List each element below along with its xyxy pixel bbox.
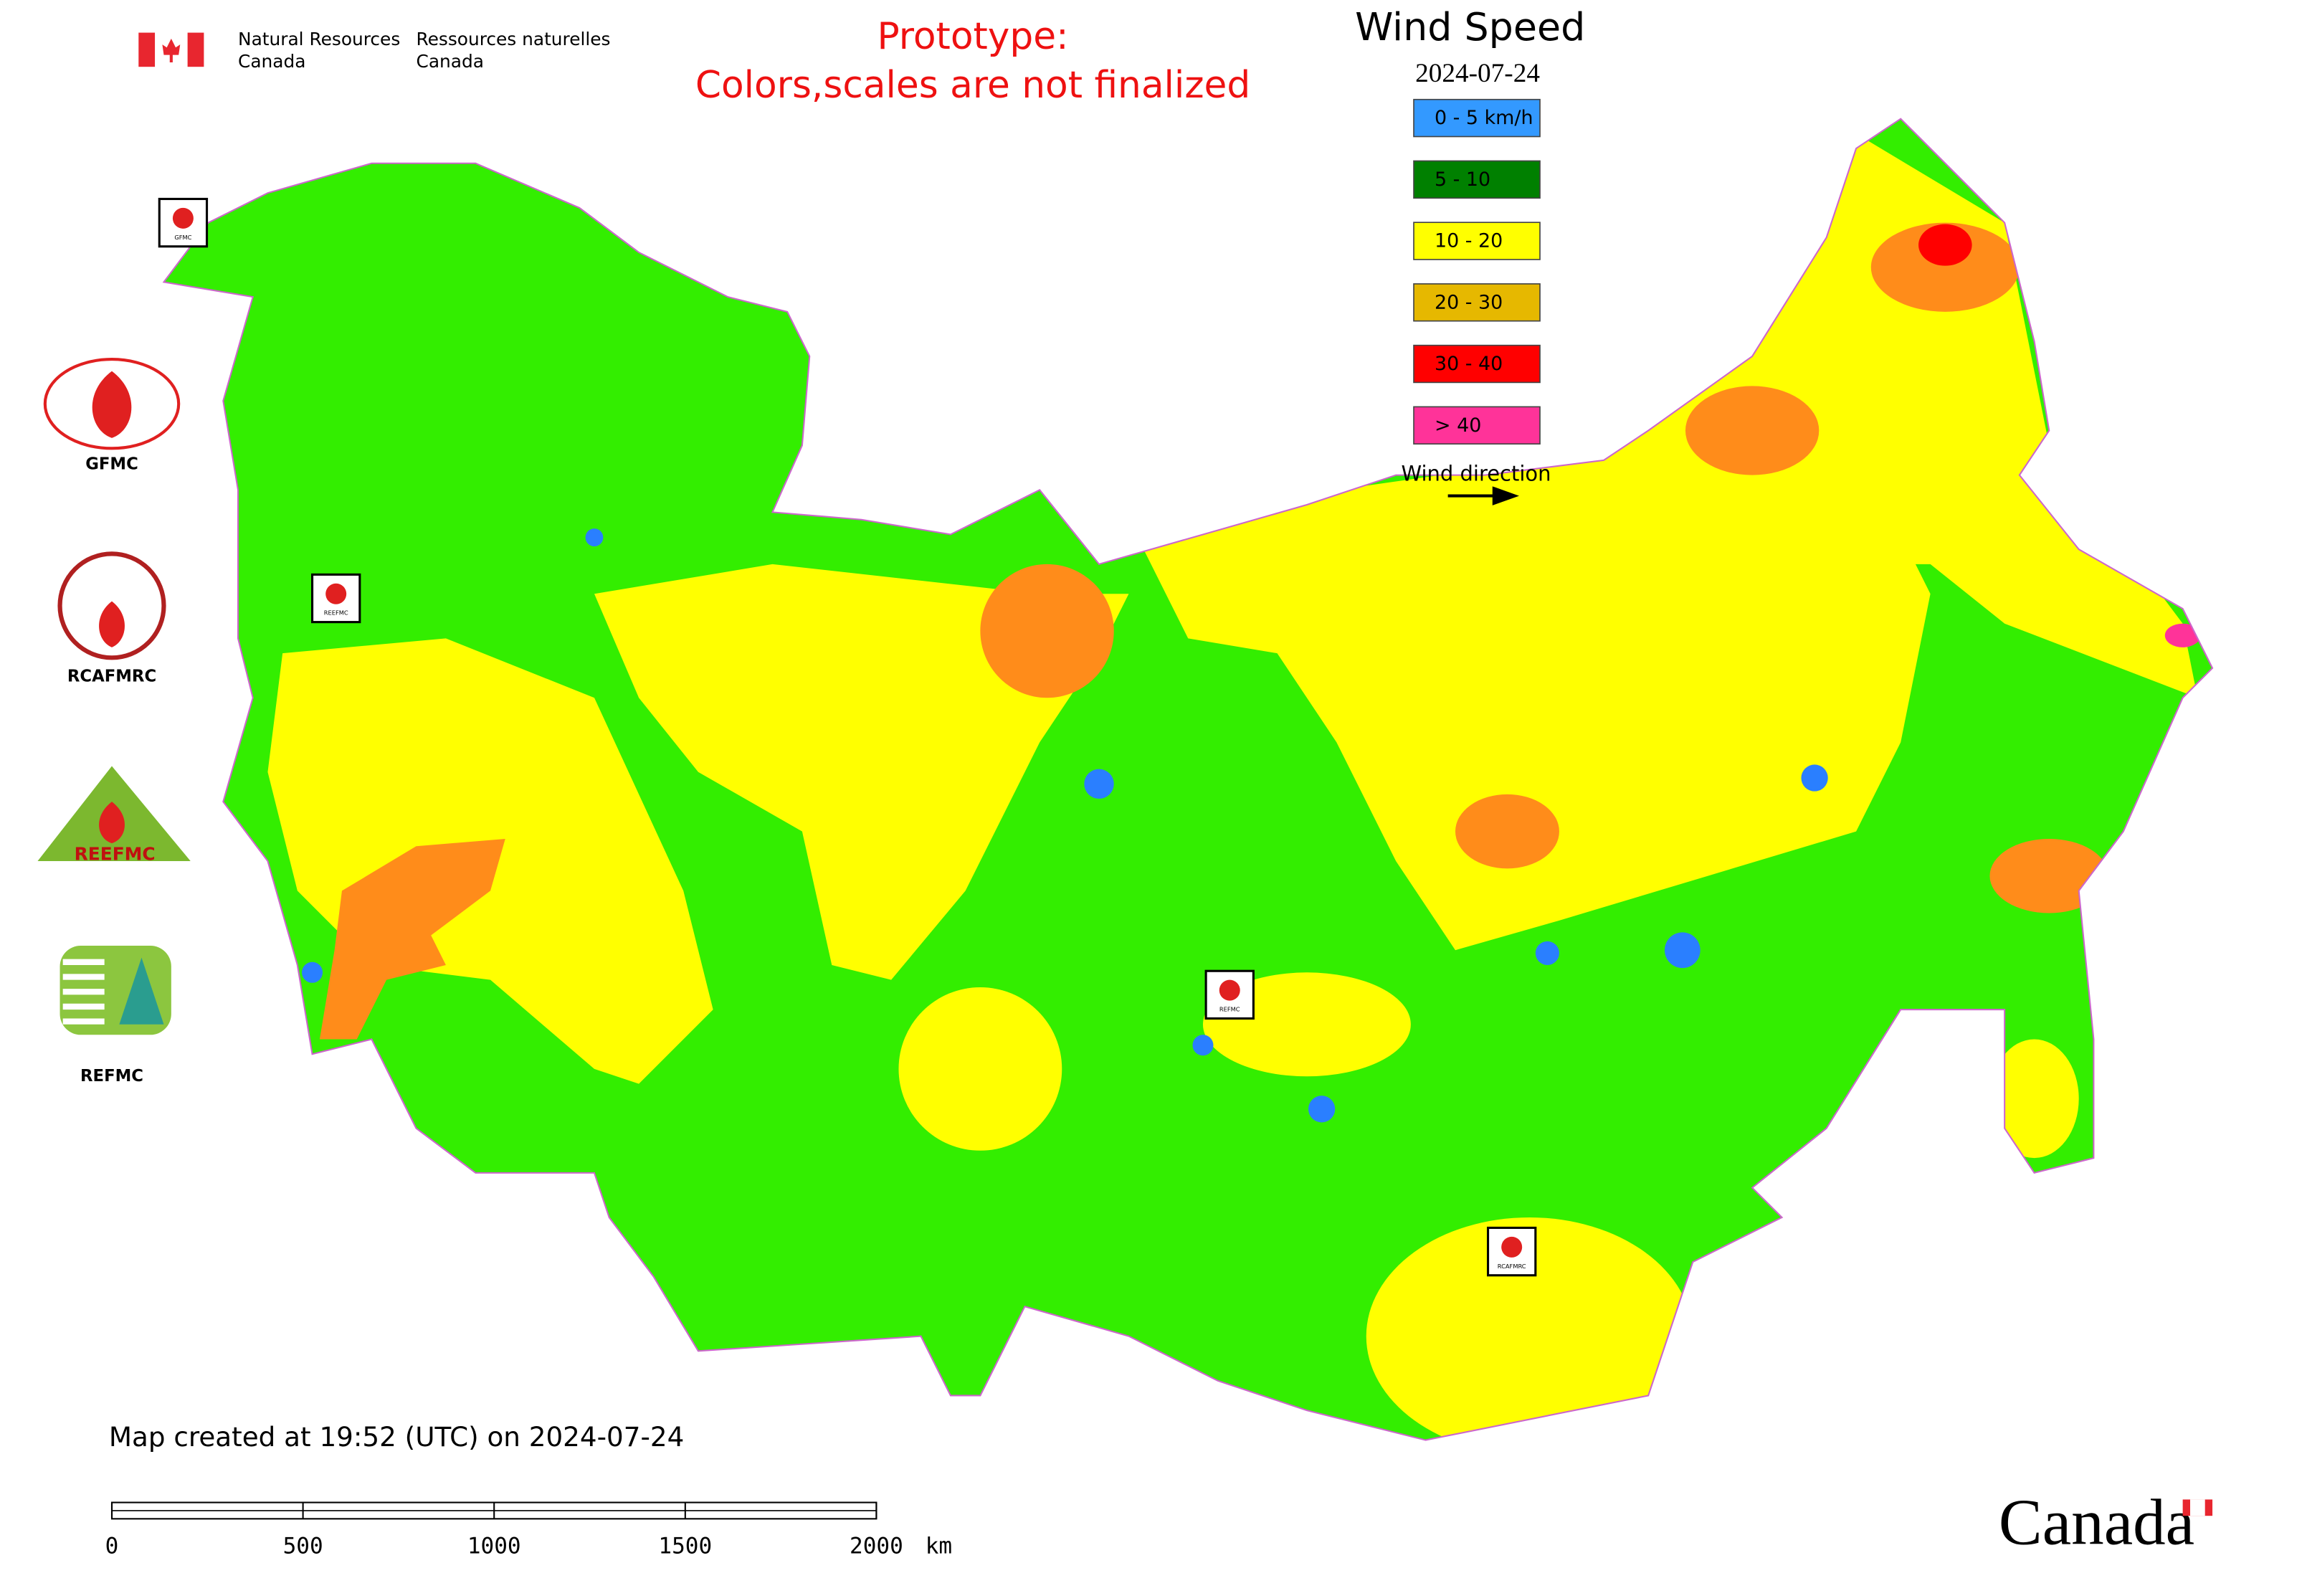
legend-swatch: [1413, 283, 1541, 322]
legend: 0 - 5 km/h 5 - 10 10 - 20 20 - 30 30 - 40 > 4…: [1413, 98, 1541, 445]
zone-20-30: [1685, 386, 1820, 475]
agency-en: Canada: [238, 51, 305, 72]
wind-arrow: [1447, 486, 1519, 505]
legend-date: 2024-07-24: [1415, 59, 1540, 88]
marker-label: REEFMC: [324, 609, 348, 617]
logo-rcafmrc: RCAFMRC: [57, 551, 166, 686]
zone-0-5: [1084, 769, 1114, 799]
logo-stripes: [62, 959, 105, 1025]
logo-label: GFMC: [85, 455, 138, 474]
zone-30-40: [1918, 224, 1972, 266]
logo-label: REFMC: [80, 1067, 143, 1086]
agency-en: Natural Resources: [238, 29, 400, 49]
legend-swatch: [1413, 222, 1541, 260]
zone-0-5: [302, 961, 323, 983]
flag-bar: [187, 32, 204, 67]
legend-label: > 40: [1435, 414, 1481, 437]
logo-emblem-text: REEFMC: [75, 844, 156, 865]
zone-0-5: [1308, 1096, 1336, 1123]
marker-emblem: [1219, 979, 1240, 1001]
zone-20-30: [1870, 222, 2020, 312]
zone-20-30: [319, 838, 505, 1040]
logo-ring: [43, 358, 181, 450]
marker-emblem: [325, 583, 347, 604]
marker-emblem: [1501, 1236, 1523, 1258]
zone-10-20: [898, 987, 1062, 1151]
agency-fr: Ressources naturelles: [417, 29, 611, 49]
logo-reefmc: REEFMC: [37, 766, 191, 865]
map-markers: GFMC REEFMC REFMC RCAFMRC: [158, 197, 1537, 1277]
logo-flame: [99, 802, 125, 844]
logo-flame: [92, 371, 132, 438]
zone-10-20: [1989, 1039, 2079, 1159]
marker-label: GFMC: [174, 234, 191, 241]
agency-fr: Canada: [417, 51, 484, 72]
logo-sail: [119, 957, 164, 1025]
marker-box: [311, 573, 361, 624]
logo-label: RCAFMRC: [67, 668, 156, 686]
scale-label: 2000: [850, 1534, 903, 1559]
logo-gfmc: GFMC: [43, 358, 181, 474]
legend-title: Wind Speed: [1355, 4, 1585, 49]
flag-bar: [138, 32, 156, 67]
zone-0-5: [1535, 941, 1559, 965]
legend-label: 30 - 40: [1435, 353, 1503, 375]
zone-20-30: [980, 564, 1114, 698]
zone-over-40: [2164, 623, 2201, 647]
legend-swatch: [1413, 406, 1541, 445]
logo-refmc: REFMC: [60, 946, 171, 1086]
legend-label: 20 - 30: [1435, 291, 1503, 313]
created-note: Map created at 19:52 (UTC) on 2024-07-24: [109, 1421, 684, 1453]
wordmark-flag: [2189, 1499, 2205, 1516]
zone-0-5: [1664, 932, 1701, 969]
agency-signature: Natural Resources Canada Ressources natu…: [138, 29, 611, 72]
legend-swatch: [1413, 344, 1541, 384]
marker-box: [1486, 1226, 1537, 1277]
notice: Prototype:: [877, 15, 1068, 58]
zone-0-5: [1801, 764, 1828, 792]
wind-direction-label: Wind direction: [1401, 462, 1551, 486]
scale-label: 0: [105, 1534, 119, 1559]
marker-label: RCAFMRC: [1498, 1263, 1526, 1270]
scale-label: 1000: [467, 1534, 521, 1559]
zone-0-5: [585, 528, 604, 547]
legend-swatch: [1413, 98, 1541, 138]
scale-bar: 0 500 1000 1500 2000 km: [105, 1501, 952, 1559]
zone-10-20: [1202, 972, 1411, 1077]
canada-wordmark: Canada: [1999, 1486, 2194, 1559]
flag-leaf: [162, 38, 181, 62]
legend-label: 0 - 5 km/h: [1435, 107, 1533, 129]
marker-emblem: [172, 207, 194, 229]
zone-10-20: [1366, 1217, 1693, 1440]
legend-label: 10 - 20: [1435, 230, 1503, 252]
zone-0-5: [1192, 1035, 1214, 1056]
legend-label: 5 - 10: [1435, 168, 1490, 191]
marker-label: REFMC: [1219, 1006, 1240, 1013]
scale-unit: km: [926, 1534, 952, 1559]
logo-flame: [99, 601, 125, 647]
scale-label: 500: [283, 1534, 323, 1559]
zone-20-30: [1455, 794, 1559, 869]
notice: Colors,scales are not finalized: [695, 64, 1250, 107]
legend-swatch: [1413, 160, 1541, 199]
scale-label: 1500: [658, 1534, 712, 1559]
